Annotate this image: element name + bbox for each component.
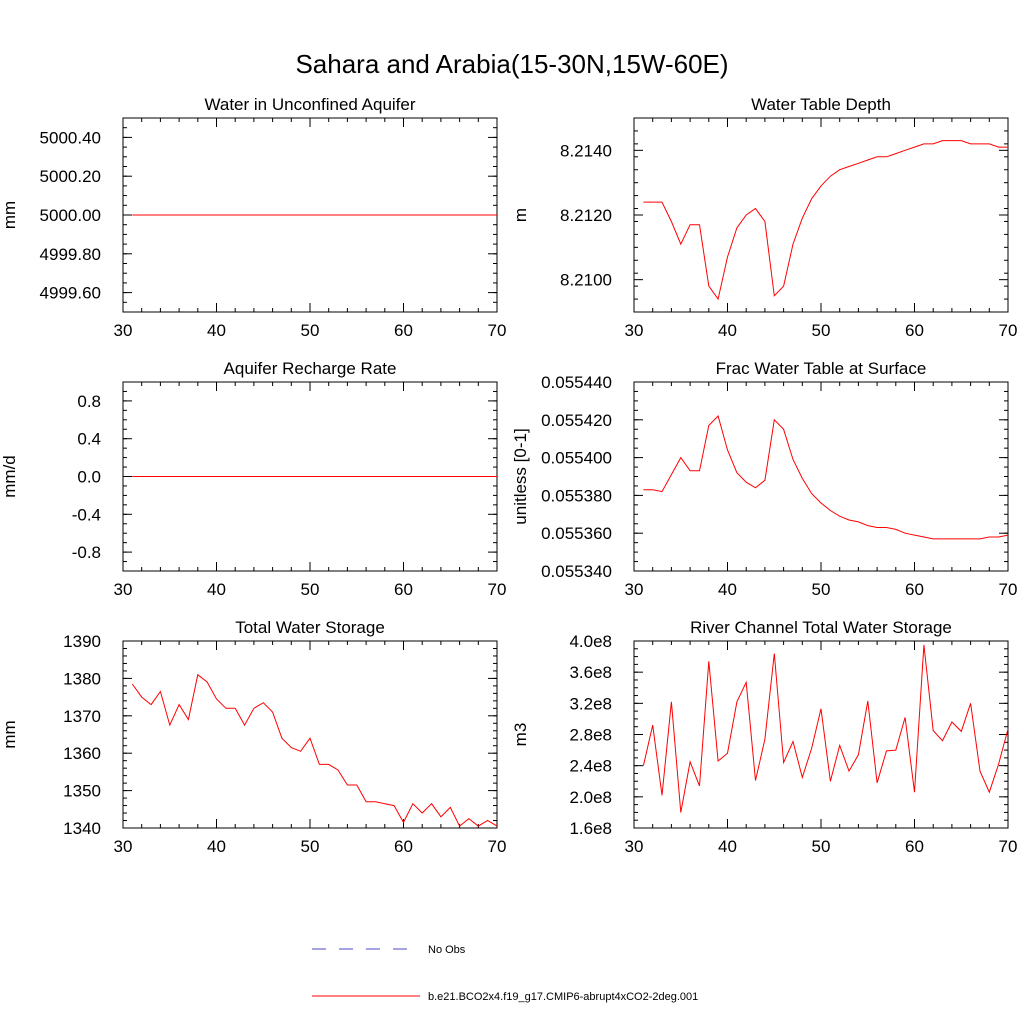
y-tick-label: 0.0	[77, 468, 101, 487]
legend-label-no-obs: No Obs	[428, 944, 466, 956]
x-tick-label: 30	[114, 837, 133, 856]
plot-frame	[633, 117, 1009, 313]
y-axis-label: unitless [0-1]	[511, 428, 530, 524]
plot-frame	[633, 381, 1009, 572]
x-tick-label: 70	[488, 321, 507, 340]
y-tick-label: -0.4	[72, 505, 101, 524]
legend: No Obs b.e21.BCO2x4.f19_g17.CMIP6-abrupt…	[312, 944, 698, 1003]
x-tick-label: 70	[999, 837, 1018, 856]
series-line	[642, 644, 1009, 813]
y-tick-label: 1380	[63, 669, 101, 688]
x-tick-label: 60	[394, 837, 413, 856]
x-tick-label: 50	[301, 837, 320, 856]
y-tick-label: 0.055380	[541, 486, 612, 505]
panels-group: Water in Unconfined Aquifer mm 30 40 50 60 70 4…	[0, 95, 1017, 856]
y-tick-label: 2.0e8	[569, 788, 612, 807]
y-tick-label: 0.055340	[541, 562, 612, 581]
panel-title: Aquifer Recharge Rate	[224, 359, 397, 378]
x-tick-label: 70	[488, 580, 507, 599]
y-axis-label: m	[511, 208, 530, 222]
x-tick-label: 40	[718, 580, 737, 599]
series-line	[643, 140, 1008, 301]
panel-title: Total Water Storage	[235, 618, 385, 637]
x-tick-label: 40	[207, 321, 226, 340]
x-tick-label: 30	[114, 321, 133, 340]
chart-panel-3: Aquifer Recharge Rate mm/d 30 40 50 60 70 -0.8 -…	[0, 359, 506, 599]
y-tick-label: 0.055440	[541, 373, 612, 392]
y-tick-label: 5000.40	[40, 128, 101, 147]
panel-title: Frac Water Table at Surface	[716, 359, 927, 378]
y-tick-label: 8.2140	[560, 141, 612, 160]
y-tick-label: 1350	[63, 782, 101, 801]
x-tick-label: 50	[301, 321, 320, 340]
y-tick-label: 5000.20	[40, 167, 101, 186]
panel-title: River Channel Total Water Storage	[690, 618, 952, 637]
x-tick-label: 60	[394, 321, 413, 340]
x-tick-label: 30	[625, 580, 644, 599]
panel-title: Water in Unconfined Aquifer	[204, 95, 415, 114]
y-axis-label: mm	[0, 201, 19, 229]
y-tick-label: 0.055420	[541, 411, 612, 430]
figure-title: Sahara and Arabia(15-30N,15W-60E)	[295, 49, 728, 79]
x-tick-label: 40	[207, 580, 226, 599]
chart-panel-6: River Channel Total Water Storage m3 30 40 5…	[511, 618, 1017, 856]
y-tick-label: 1390	[63, 632, 101, 651]
chart-panel-2: Water Table Depth m 30 40 50 60 70 8.2100 8.2120…	[511, 95, 1017, 340]
x-tick-label: 30	[114, 580, 133, 599]
x-tick-label: 60	[905, 580, 924, 599]
y-tick-label: 3.2e8	[569, 694, 612, 713]
x-tick-label: 60	[394, 580, 413, 599]
y-tick-label: 2.8e8	[569, 726, 612, 745]
y-axis-label: m3	[511, 723, 530, 747]
x-tick-label: 40	[718, 837, 737, 856]
y-tick-label: 4999.60	[40, 284, 101, 303]
x-tick-label: 50	[812, 580, 831, 599]
y-tick-label: 8.2120	[560, 206, 612, 225]
chart-panel-4: Frac Water Table at Surface unitless [0-1…	[511, 359, 1017, 599]
y-tick-label: -0.8	[72, 543, 101, 562]
y-tick-label: 4.0e8	[569, 632, 612, 651]
x-tick-label: 70	[488, 837, 507, 856]
y-tick-label: 4999.80	[40, 245, 101, 264]
y-tick-label: 0.8	[77, 392, 101, 411]
series-line	[131, 673, 498, 827]
x-tick-label: 60	[905, 321, 924, 340]
x-tick-label: 40	[718, 321, 737, 340]
y-tick-label: 8.2100	[560, 271, 612, 290]
x-tick-label: 30	[625, 321, 644, 340]
x-tick-label: 70	[999, 580, 1018, 599]
y-tick-label: 2.4e8	[569, 757, 612, 776]
x-tick-label: 60	[905, 837, 924, 856]
series-line	[643, 415, 1009, 540]
plot-frame	[633, 640, 1009, 829]
y-tick-label: 0.055360	[541, 524, 612, 543]
y-tick-label: 3.6e8	[569, 663, 612, 682]
plot-frame	[122, 640, 498, 829]
y-axis-label: mm	[0, 720, 19, 748]
x-tick-label: 50	[812, 321, 831, 340]
y-tick-label: 0.4	[77, 430, 101, 449]
x-tick-label: 30	[625, 837, 644, 856]
y-tick-label: 5000.00	[40, 206, 101, 225]
y-axis-label: mm/d	[0, 455, 19, 498]
y-tick-label: 1.6e8	[569, 819, 612, 838]
y-tick-label: 1360	[63, 744, 101, 763]
x-tick-label: 40	[207, 837, 226, 856]
chart-panel-5: Total Water Storage mm 30 40 50 60 70 1340 1350 1…	[0, 618, 506, 856]
y-tick-label: 1370	[63, 707, 101, 726]
y-tick-label: 1340	[63, 819, 101, 838]
x-tick-label: 70	[999, 321, 1018, 340]
x-tick-label: 50	[301, 580, 320, 599]
legend-label-model: b.e21.BCO2x4.f19_g17.CMIP6-abrupt4xCO2-2…	[428, 991, 698, 1003]
x-tick-label: 50	[812, 837, 831, 856]
panel-title: Water Table Depth	[751, 95, 891, 114]
chart-panel-1: Water in Unconfined Aquifer mm 30 40 50 60 70 4…	[0, 95, 506, 340]
y-tick-label: 0.055400	[541, 449, 612, 468]
